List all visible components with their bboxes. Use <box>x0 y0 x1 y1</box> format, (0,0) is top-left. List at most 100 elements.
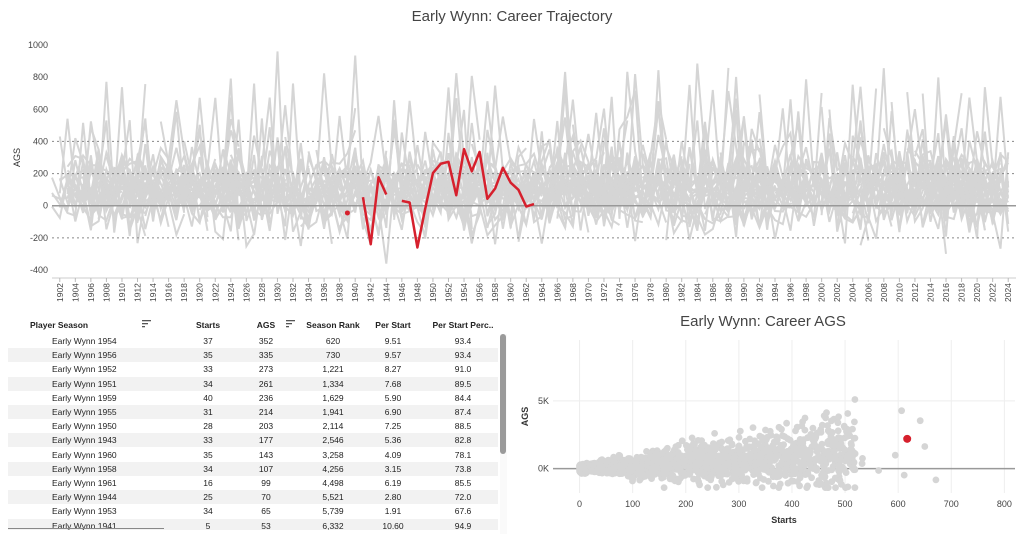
x-tick-label: 2002 <box>832 283 842 302</box>
x-tick-label: 0 <box>577 499 582 509</box>
scatter-point <box>618 470 626 477</box>
scatter-point <box>831 459 839 466</box>
scatter-point <box>756 448 764 455</box>
scatter-point <box>682 442 690 449</box>
scatter-point <box>611 462 619 470</box>
table-row[interactable]: Early Wynn 1953 34 65 5,739 1.91 67.6 <box>8 504 498 518</box>
table-row[interactable]: Early Wynn 1956 35 335 730 9.57 93.4 <box>8 348 498 363</box>
value-cell: 2,546 <box>322 435 344 446</box>
column-header[interactable]: Season Rank <box>306 320 360 330</box>
scatter-point <box>758 449 765 457</box>
scatter-point <box>680 458 687 466</box>
scatter-point <box>713 460 721 468</box>
scatter-point <box>620 464 627 472</box>
scatter-point <box>824 427 832 435</box>
scatter-point <box>806 454 813 462</box>
scatter-point <box>581 463 589 471</box>
scatter-point <box>616 456 624 463</box>
scatter-point <box>584 462 591 469</box>
scatter-point <box>615 460 622 468</box>
scatter-point <box>755 461 762 468</box>
scatter-point <box>803 460 811 467</box>
scatter-point <box>669 471 677 479</box>
table-row[interactable]: Early Wynn 1941 5 53 6,332 10.60 94.9 <box>8 518 498 530</box>
x-tick-label: 2014 <box>925 283 935 302</box>
scatter-point <box>650 456 658 464</box>
scatter-point <box>590 462 598 469</box>
table-row[interactable]: Early Wynn 1943 33 177 2,546 5.36 82.8 <box>8 433 498 448</box>
scatter-point <box>610 468 617 476</box>
scatter-point <box>603 464 611 471</box>
x-tick-label: 800 <box>997 499 1012 509</box>
scatter-point <box>577 464 585 471</box>
scatter-point <box>823 479 830 487</box>
scatter-point <box>655 456 663 464</box>
scatter-point <box>670 462 678 470</box>
table-row[interactable]: Early Wynn 1961 16 99 4,498 6.19 85.5 <box>8 476 498 490</box>
table-row[interactable]: Early Wynn 1951 34 261 1,334 7.68 89.5 <box>8 376 498 391</box>
scatter-point <box>586 464 594 471</box>
table-scrollbar-thumb[interactable] <box>500 334 506 454</box>
scatter-point <box>712 467 720 475</box>
scatter-point <box>794 445 801 452</box>
table-row[interactable]: Early Wynn 1952 33 273 1,221 8.27 91.0 <box>8 362 498 376</box>
scatter-point <box>688 434 696 442</box>
scatter-point <box>598 462 606 470</box>
table-row[interactable]: Early Wynn 1950 28 203 2,114 7.25 88.5 <box>8 419 498 433</box>
table-row[interactable]: Early Wynn 1944 25 70 5,521 2.80 72.0 <box>8 490 498 505</box>
table-row[interactable]: Early Wynn 1960 35 143 3,258 4.09 78.1 <box>8 448 498 462</box>
table-row[interactable]: Early Wynn 1955 31 214 1,941 6.90 87.4 <box>8 405 498 419</box>
scatter-point <box>765 468 773 476</box>
scatter-point <box>581 467 589 475</box>
scatter-point <box>705 444 713 452</box>
scatter-point <box>605 465 613 473</box>
x-tick-label: 1978 <box>646 283 656 302</box>
scatter-point <box>583 469 590 476</box>
column-header[interactable]: Starts <box>195 320 221 330</box>
scatter-point <box>625 455 633 462</box>
x-tick-label: 1996 <box>786 283 796 302</box>
scatter-point <box>832 452 840 460</box>
value-cell: 78.1 <box>454 449 472 460</box>
scatter-point <box>605 457 612 465</box>
scatter-point <box>831 450 838 458</box>
scatter-point <box>696 452 703 460</box>
scatter-point <box>784 456 792 463</box>
scatter-point <box>674 464 682 472</box>
scatter-point <box>695 478 702 486</box>
column-header[interactable]: AGS <box>256 320 276 330</box>
x-tick-label: 1964 <box>537 283 547 302</box>
scatter-point <box>678 455 685 463</box>
scatter-point <box>799 439 807 447</box>
value-cell: 33 <box>203 435 213 446</box>
background-line <box>486 163 620 230</box>
scatter-point <box>606 462 613 470</box>
scatter-point <box>632 461 640 469</box>
scatter-point <box>667 457 675 465</box>
scatter-point <box>747 450 754 457</box>
scatter-point <box>690 440 697 447</box>
scatter-point <box>795 451 803 459</box>
scatter-point <box>728 441 736 449</box>
table-row[interactable]: Early Wynn 1959 40 236 1,629 5.90 84.4 <box>8 391 498 405</box>
background-line <box>269 83 396 227</box>
sort-icon[interactable] <box>286 319 296 328</box>
scatter-point <box>592 466 600 473</box>
column-header[interactable]: Per Start Perc.. <box>432 320 494 330</box>
sort-icon[interactable] <box>142 319 152 328</box>
column-header[interactable]: Per Start <box>375 320 411 330</box>
scatter-point <box>577 463 585 471</box>
scatter-point <box>748 457 756 464</box>
scatter-point <box>674 449 682 456</box>
column-header[interactable]: Player Season <box>30 320 89 330</box>
table-row[interactable]: Early Wynn 1958 34 107 4,256 3.15 73.8 <box>8 461 498 476</box>
scatter-point <box>821 484 829 491</box>
table-row[interactable]: Early Wynn 1954 37 352 620 9.51 93.4 <box>8 334 498 348</box>
scatter-point <box>822 460 830 468</box>
value-cell: 31 <box>203 407 213 417</box>
scatter-point <box>711 430 718 437</box>
scatter-point <box>850 466 858 474</box>
scatter-point <box>825 467 832 474</box>
scatter-point <box>684 456 692 463</box>
